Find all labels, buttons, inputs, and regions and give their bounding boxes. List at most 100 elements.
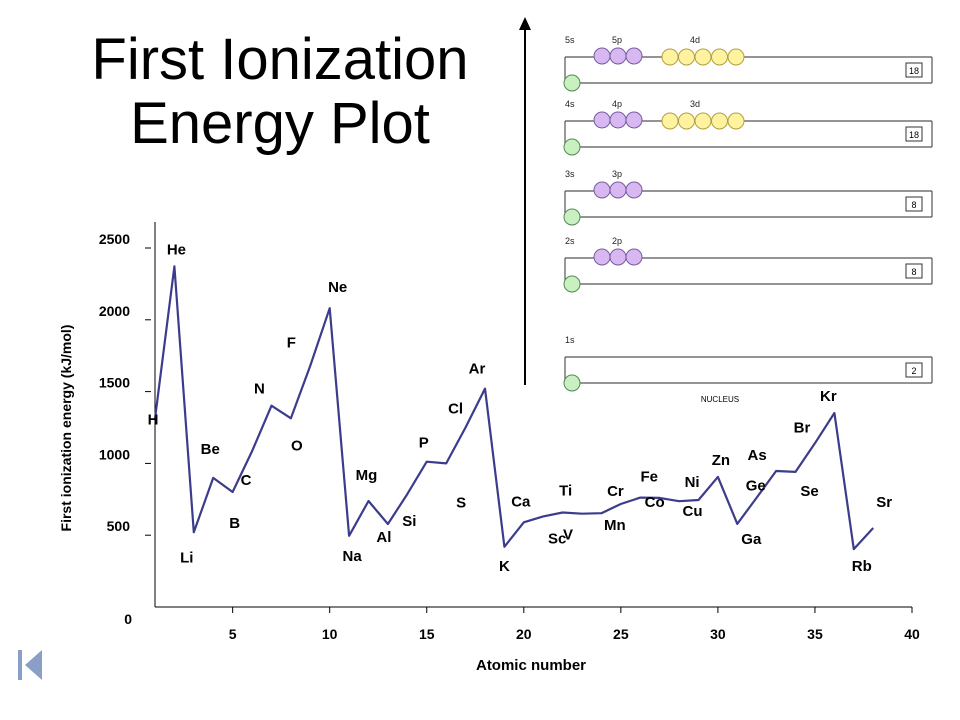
subshell-label: 5p [612, 35, 622, 45]
d-orbital [727, 112, 745, 130]
x-tick-label: 15 [419, 626, 435, 642]
energy-arrow-head [519, 17, 531, 30]
capacity-box [905, 62, 923, 78]
subshell-label: 1s [565, 335, 575, 345]
element-label: Fe [640, 469, 658, 486]
element-label: S [456, 494, 466, 511]
element-label: Sr [876, 494, 892, 511]
element-label: O [291, 437, 303, 454]
d-orbital [694, 112, 712, 130]
element-label: Ga [741, 531, 762, 548]
subshell-label: 5s [565, 35, 575, 45]
element-label: V [563, 527, 573, 544]
element-label: Li [180, 549, 193, 566]
x-tick-label: 10 [322, 626, 338, 642]
s-orbital [563, 275, 581, 293]
capacity-value: 18 [909, 130, 919, 140]
p-orbital [593, 47, 611, 65]
first-slide-icon[interactable] [16, 648, 44, 682]
x-tick-label: 25 [613, 626, 629, 642]
ionization-energy-line [153, 265, 875, 551]
element-label: F [287, 335, 296, 352]
p-orbital [625, 47, 643, 65]
p-orbital [625, 248, 643, 266]
title-line-1: First Ionization [91, 27, 469, 92]
p-orbital [609, 181, 627, 199]
x-tick-label: 40 [904, 626, 920, 642]
element-label: Se [800, 483, 818, 500]
element-label: Ge [746, 478, 766, 495]
y-tick-label: 1500 [99, 375, 130, 391]
capacity-box [905, 196, 923, 212]
element-label: C [241, 472, 252, 489]
element-label: Kr [820, 388, 837, 405]
p-orbital [609, 111, 627, 129]
subshell-label: 3p [612, 169, 622, 179]
element-label: Be [201, 441, 220, 458]
element-label: Br [794, 419, 811, 436]
element-label: As [748, 447, 767, 464]
element-label: Ti [559, 483, 572, 500]
element-label: H [148, 412, 159, 429]
s-orbital [563, 138, 581, 156]
element-label: Si [402, 513, 416, 530]
element-label: Mg [356, 467, 378, 484]
y-tick-label: 1000 [99, 446, 130, 462]
p-orbital [625, 181, 643, 199]
s-orbital [563, 208, 581, 226]
s-orbital [563, 374, 581, 392]
element-label: Al [376, 529, 391, 546]
capacity-box [905, 362, 923, 378]
y-tick-label: 2500 [99, 231, 130, 247]
d-orbital [678, 112, 695, 130]
y-tick-label: 0 [124, 611, 132, 627]
subshell-label: 4d [690, 35, 700, 45]
element-label: Ar [469, 361, 486, 378]
element-label: K [499, 558, 510, 575]
element-label: Zn [712, 452, 730, 469]
x-tick-label: 5 [229, 626, 237, 642]
element-label: Sc [548, 530, 566, 547]
d-orbital [711, 48, 728, 66]
element-label: N [254, 381, 265, 398]
d-orbital [661, 112, 679, 130]
s-orbital [563, 74, 581, 92]
element-label: Cu [682, 503, 702, 520]
y-axis-title: First ionization energy (kJ/mol) [58, 325, 74, 532]
capacity-box [905, 263, 923, 279]
d-orbital [711, 112, 728, 130]
capacity-value: 8 [911, 267, 916, 277]
p-orbital [593, 181, 611, 199]
p-orbital [625, 111, 643, 129]
capacity-box [905, 126, 923, 142]
d-orbital [727, 48, 745, 66]
element-label: He [167, 241, 186, 258]
subshell-label: 3d [690, 99, 700, 109]
p-orbital [609, 47, 627, 65]
x-tick-label: 35 [807, 626, 823, 642]
x-axis-title: Atomic number [476, 657, 586, 674]
subshell-label: 2p [612, 236, 622, 246]
element-label: Co [645, 494, 665, 511]
y-tick-label: 2000 [99, 303, 130, 319]
element-label: Ne [328, 279, 347, 296]
d-orbital [678, 48, 695, 66]
subshell-label: 4s [565, 99, 575, 109]
nucleus-label: NUCLEUS [701, 395, 739, 404]
y-tick-label: 500 [107, 518, 131, 534]
element-label: Ni [685, 474, 700, 491]
subshell-label: 4p [612, 99, 622, 109]
x-tick-label: 30 [710, 626, 726, 642]
subshell-label: 2s [565, 236, 575, 246]
subshell-label: 3s [565, 169, 575, 179]
element-label: B [229, 515, 240, 532]
capacity-value: 18 [909, 66, 919, 76]
p-orbital [593, 248, 611, 266]
element-label: Na [343, 548, 363, 565]
p-orbital [609, 248, 627, 266]
x-tick-label: 20 [516, 626, 532, 642]
element-label: Rb [852, 558, 872, 575]
element-label: Cr [607, 483, 624, 500]
capacity-value: 8 [911, 200, 916, 210]
